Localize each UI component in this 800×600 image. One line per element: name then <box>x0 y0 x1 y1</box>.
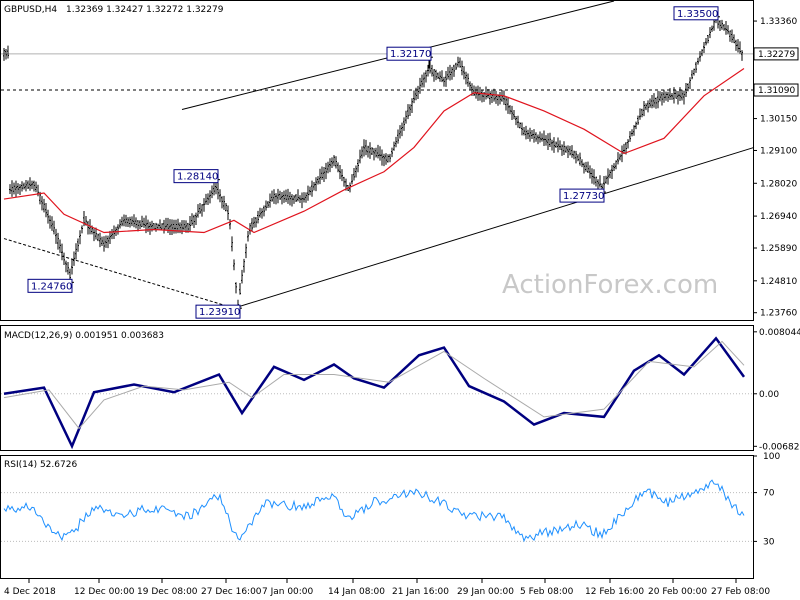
price-marker-box <box>753 47 799 61</box>
price-label: 1.24760 <box>31 281 72 292</box>
ohlc-label: 1.32369 1.32427 1.32272 1.32279 <box>66 5 224 15</box>
macd-panel[interactable] <box>0 325 754 451</box>
rsi-tick-label: 100 <box>763 452 780 462</box>
time-tick-label: 20 Feb 00:00 <box>648 587 707 597</box>
rsi-tick-label: 30 <box>763 537 775 547</box>
price-tick-label: 1.30150 <box>760 115 797 125</box>
macd-layer <box>1 336 753 450</box>
price-label: 1.28140 <box>177 172 218 183</box>
time-tick-label: 12 Feb 16:00 <box>585 587 644 597</box>
price-label-box <box>559 188 605 203</box>
time-tick-label: 21 Jan 16:00 <box>392 587 449 597</box>
price-tick-label: 1.25890 <box>760 244 797 254</box>
price-label: 1.32170 <box>390 49 431 60</box>
rsi-line <box>3 479 745 543</box>
price-label-box <box>27 278 73 293</box>
price-label-box <box>173 169 219 184</box>
rsi-layer <box>1 479 753 543</box>
watermark-text: ActionForex.com <box>502 270 718 300</box>
price-label-box <box>673 6 719 21</box>
price-label: 1.23910 <box>199 307 240 318</box>
macd-tick-label: 0.00 <box>759 390 779 400</box>
price-layer: 1.32170 1.33500 1.28140 1.27730 1.24760 1.239… <box>1 0 755 319</box>
symbol-label: GBPUSD,H4 <box>4 5 57 15</box>
price-tick-label: 1.29100 <box>760 146 797 156</box>
time-tick-label: 14 Jan 08:00 <box>328 587 385 597</box>
time-tick-label: 19 Dec 08:00 <box>137 587 198 597</box>
axis-layer: 1.333601.322301.310901.301501.291001.280… <box>4 17 800 597</box>
price-tick-label: 1.28020 <box>760 179 797 189</box>
price-marker-label: 1.32279 <box>758 50 795 60</box>
price-tick-label: 1.24810 <box>760 277 797 287</box>
time-tick-label: 4 Dec 2018 <box>4 587 56 597</box>
lower-channel-line <box>233 146 755 309</box>
rsi-title: RSI(14) 52.6726 <box>4 460 77 470</box>
macd-tick-label: 0.008044 <box>759 328 800 338</box>
support-dashed-line <box>3 238 235 309</box>
price-tick-label: 1.33360 <box>760 17 797 27</box>
macd-title: MACD(12,26,9) 0.001951 0.003683 <box>4 331 164 341</box>
price-label: 1.33500 <box>677 9 718 20</box>
price-label-box <box>195 304 241 319</box>
time-tick-label: 27 Feb 08:00 <box>711 587 770 597</box>
price-marker-box <box>753 83 799 97</box>
macd-signal-line <box>3 340 745 430</box>
moving-average-line <box>3 67 745 234</box>
rsi-panel[interactable] <box>0 455 754 579</box>
price-marker-label: 1.31090 <box>758 86 795 96</box>
time-tick-label: 12 Dec 00:00 <box>74 587 135 597</box>
time-tick-label: 27 Dec 16:00 <box>201 587 262 597</box>
price-tick-label: 1.26940 <box>760 212 797 222</box>
rsi-tick-label: 70 <box>763 489 775 499</box>
price-label: 1.27730 <box>563 191 604 202</box>
price-label-box <box>386 46 432 61</box>
time-tick-label: 7 Jan 00:00 <box>262 587 314 597</box>
time-tick-label: 29 Jan 00:00 <box>457 587 514 597</box>
price-tick-label: 1.23760 <box>760 309 797 319</box>
time-tick-label: 5 Feb 08:00 <box>520 587 574 597</box>
macd-line <box>3 336 746 450</box>
